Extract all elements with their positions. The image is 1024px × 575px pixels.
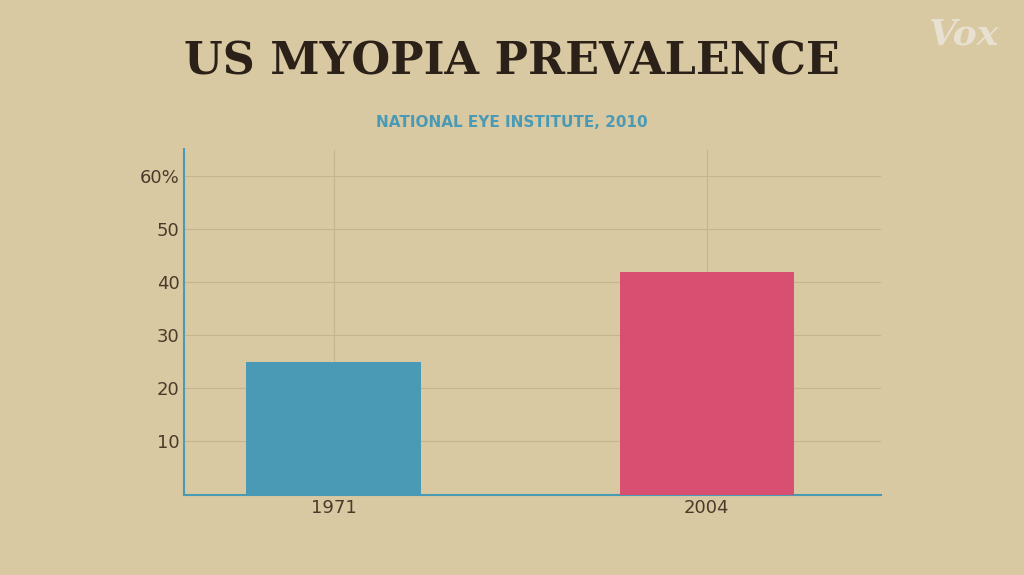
Text: 42%: 42% <box>671 293 742 324</box>
Bar <box>620 271 794 494</box>
Text: NATIONAL EYE INSTITUTE, 2010: NATIONAL EYE INSTITUTE, 2010 <box>376 115 648 130</box>
Text: Vox: Vox <box>928 17 998 51</box>
Bar <box>247 362 421 494</box>
Text: 25%: 25% <box>298 383 370 414</box>
Text: US MYOPIA PREVALENCE: US MYOPIA PREVALENCE <box>184 40 840 83</box>
